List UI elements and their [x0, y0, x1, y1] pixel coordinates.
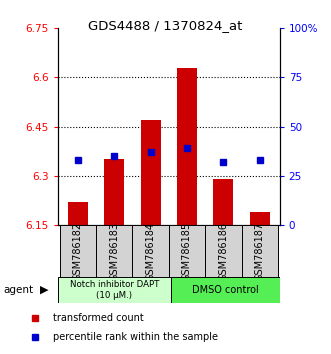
Bar [177, 68, 197, 225]
Bar [60, 225, 96, 278]
Bar [141, 120, 161, 225]
Bar [58, 277, 170, 303]
Bar [213, 179, 233, 225]
Text: transformed count: transformed count [53, 313, 143, 323]
Bar [250, 212, 270, 225]
Text: percentile rank within the sample: percentile rank within the sample [53, 332, 218, 342]
Text: agent: agent [3, 285, 33, 295]
Bar [170, 277, 280, 303]
Bar [104, 159, 124, 225]
Bar [169, 225, 205, 278]
Text: GSM786182: GSM786182 [73, 222, 83, 281]
Text: GSM786184: GSM786184 [146, 222, 156, 281]
Text: GSM786187: GSM786187 [255, 222, 265, 281]
Text: GSM786185: GSM786185 [182, 222, 192, 281]
Text: Notch inhibitor DAPT
(10 μM.): Notch inhibitor DAPT (10 μM.) [70, 280, 159, 300]
Bar [96, 225, 132, 278]
Text: GDS4488 / 1370824_at: GDS4488 / 1370824_at [88, 19, 243, 33]
Bar [205, 225, 242, 278]
Text: DMSO control: DMSO control [192, 285, 259, 295]
Text: GSM786186: GSM786186 [218, 222, 228, 281]
Text: ▶: ▶ [40, 285, 49, 295]
Text: GSM786183: GSM786183 [109, 222, 119, 281]
Bar [132, 225, 169, 278]
Bar [242, 225, 278, 278]
Bar [68, 202, 88, 225]
